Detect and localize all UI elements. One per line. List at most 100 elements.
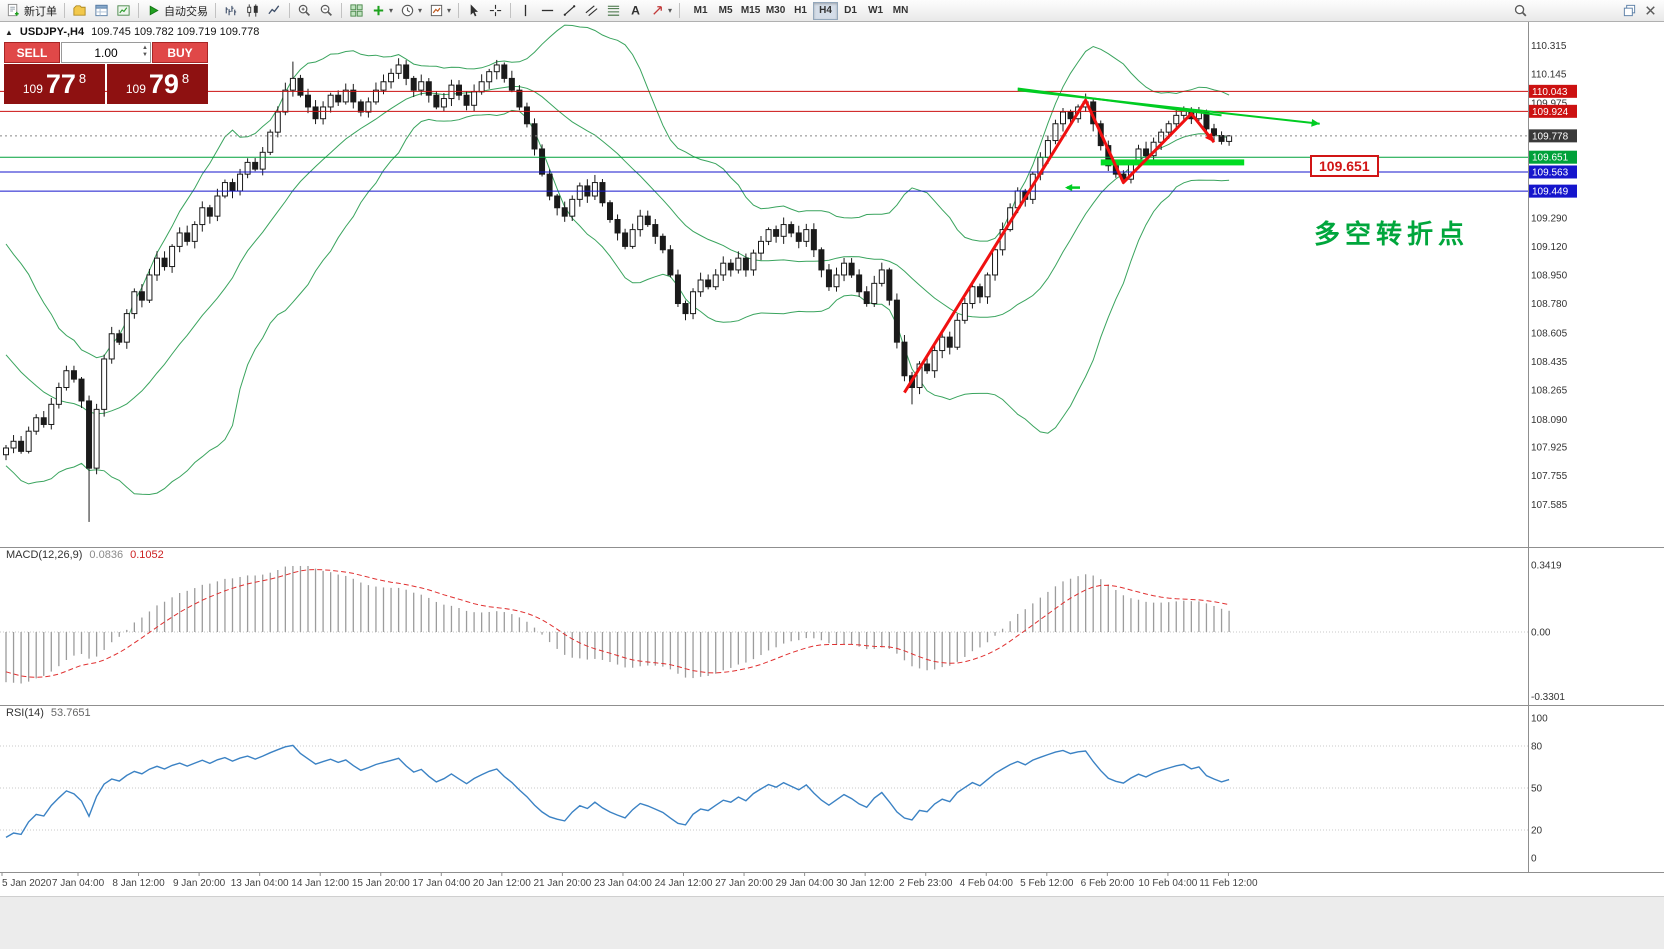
profiles-button[interactable] xyxy=(69,1,90,21)
time-label: 5 Jan 2020 xyxy=(2,878,52,889)
timeframe-M5-button[interactable]: M5 xyxy=(718,5,733,16)
timeframe-M30-button[interactable]: M30 xyxy=(765,5,786,16)
macd-scale-label: 0.3419 xyxy=(1531,560,1562,571)
zoom-in-button[interactable] xyxy=(294,1,315,21)
bollinger-bands xyxy=(5,24,1230,496)
toolbar-spacer xyxy=(1531,10,1619,11)
volume-stepper[interactable]: ▲ ▼ xyxy=(142,45,148,58)
cursor-icon xyxy=(470,4,479,17)
autotrading-button-label: 自动交易 xyxy=(164,5,208,18)
chinese-annotation-text[interactable]: 多空转折点 xyxy=(1314,219,1470,249)
volume-input[interactable] xyxy=(77,45,135,60)
support-zone xyxy=(1100,159,1245,166)
buy-price-button[interactable]: 109 79 8 xyxy=(107,64,208,104)
timeframe-D1-button[interactable]: D1 xyxy=(844,5,857,16)
support-price-callout[interactable]: 109.651 xyxy=(1310,155,1379,177)
window-close-button[interactable] xyxy=(1640,1,1661,21)
chart-canvas[interactable]: 110.315 110.145 109.975 109.290 109.120 108.9… xyxy=(0,22,1664,949)
rsi-panel xyxy=(5,744,1230,839)
chart-drawings xyxy=(903,87,1320,394)
buy-price-sup: 8 xyxy=(181,70,190,86)
new-order-button[interactable]: 新订单 xyxy=(3,1,60,21)
price-badge xyxy=(1529,104,1577,118)
macd-value-signal: 0.1052 xyxy=(130,549,164,561)
buy-button[interactable]: BUY xyxy=(152,42,208,63)
autotrading-icon xyxy=(149,5,159,16)
price-badge-label: 109.651 xyxy=(1532,153,1569,164)
time-label: 7 Jan 04:00 xyxy=(52,878,105,889)
bottom-strip xyxy=(0,896,1664,949)
crosshair-button[interactable] xyxy=(485,1,506,21)
chart-bars-button[interactable] xyxy=(220,1,241,21)
data-window-icon xyxy=(95,4,108,17)
text-icon: A xyxy=(631,4,640,18)
new-order-button-label: 新订单 xyxy=(24,5,57,18)
price-label: 109.975 xyxy=(1531,98,1568,109)
text-button[interactable]: A xyxy=(625,1,646,21)
autotrading-button[interactable]: 自动交易 xyxy=(143,1,211,21)
rsi-scale-label: 50 xyxy=(1531,784,1543,795)
arrows-button[interactable]: ▾ xyxy=(647,1,675,21)
price-label: 109.120 xyxy=(1531,242,1568,253)
price-label: 110.145 xyxy=(1531,70,1567,81)
window-restore-button[interactable] xyxy=(1619,1,1640,21)
timeframe-H1-button[interactable]: H1 xyxy=(794,5,807,16)
timeframe-MN-button[interactable]: MN xyxy=(892,5,909,16)
templates-button[interactable]: ▾ xyxy=(426,1,454,21)
timeframe-M15-button[interactable]: M15 xyxy=(740,5,761,16)
chevron-down-icon: ▾ xyxy=(389,6,394,15)
window-close-icon xyxy=(1646,6,1655,15)
time-label: 17 Jan 04:00 xyxy=(412,878,470,889)
horizontal-line-button[interactable] xyxy=(537,1,558,21)
timeframe-M1-button[interactable]: M1 xyxy=(693,5,708,16)
toolbar-separator xyxy=(458,3,460,18)
terminal-button[interactable] xyxy=(113,1,134,21)
time-label: 15 Jan 20:00 xyxy=(352,878,410,889)
volume-up-icon[interactable]: ▲ xyxy=(142,45,148,51)
trade-panel-toggle-icon[interactable]: ▲ xyxy=(5,27,13,37)
channel-icon xyxy=(585,5,598,17)
candles xyxy=(3,58,1233,522)
sell-button[interactable]: SELL xyxy=(4,42,60,63)
chart-candles-button[interactable] xyxy=(242,1,263,21)
price-label: 107.585 xyxy=(1531,500,1568,511)
svg-text:A: A xyxy=(631,4,640,18)
indicators-button[interactable]: ▾ xyxy=(368,1,396,21)
price-badge-label: 109.563 xyxy=(1532,167,1569,178)
volume-down-icon[interactable]: ▼ xyxy=(142,51,148,58)
time-label: 2 Feb 23:00 xyxy=(899,878,953,889)
price-label: 110.315 xyxy=(1531,41,1567,52)
price-badge xyxy=(1529,184,1577,198)
sell-price-button[interactable]: 109 77 8 xyxy=(4,64,105,104)
macd-name: MACD(12,26,9) xyxy=(6,549,83,561)
toolbar-separator xyxy=(215,3,216,18)
timeframe-W1-button[interactable]: W1 xyxy=(868,5,884,16)
channel-button[interactable] xyxy=(581,1,602,21)
price-label: 108.950 xyxy=(1531,270,1568,281)
price-badge-label: 110.043 xyxy=(1532,87,1568,98)
templates-icon xyxy=(430,4,443,17)
time-label: 10 Feb 04:00 xyxy=(1138,878,1197,889)
timeframe-H4-button[interactable]: H4 xyxy=(813,1,839,20)
zoom-out-button[interactable] xyxy=(316,1,337,21)
trendline-button[interactable] xyxy=(559,1,580,21)
price-badge xyxy=(1529,129,1577,143)
toolbar-separator xyxy=(138,3,139,18)
cursor-button[interactable] xyxy=(463,1,484,21)
periods-button[interactable]: ▾ xyxy=(397,1,425,21)
tile-windows-icon xyxy=(350,4,363,17)
price-label: 108.090 xyxy=(1531,415,1568,426)
data-window-button[interactable] xyxy=(91,1,112,21)
fibonacci-button[interactable] xyxy=(603,1,624,21)
tile-windows-button[interactable] xyxy=(346,1,367,21)
toolbar-separator xyxy=(341,3,342,18)
search-button[interactable] xyxy=(1510,1,1531,21)
chart-line-button[interactable] xyxy=(264,1,285,21)
symbol-title: USDJPY-,H4 xyxy=(19,26,85,38)
time-label: 21 Jan 20:00 xyxy=(533,878,591,889)
periods-icon xyxy=(401,4,414,17)
time-label: 27 Jan 20:00 xyxy=(715,878,773,889)
time-label: 8 Jan 12:00 xyxy=(112,878,165,889)
vertical-line-button[interactable] xyxy=(515,1,536,21)
buy-price-prefix: 109 xyxy=(125,81,146,96)
